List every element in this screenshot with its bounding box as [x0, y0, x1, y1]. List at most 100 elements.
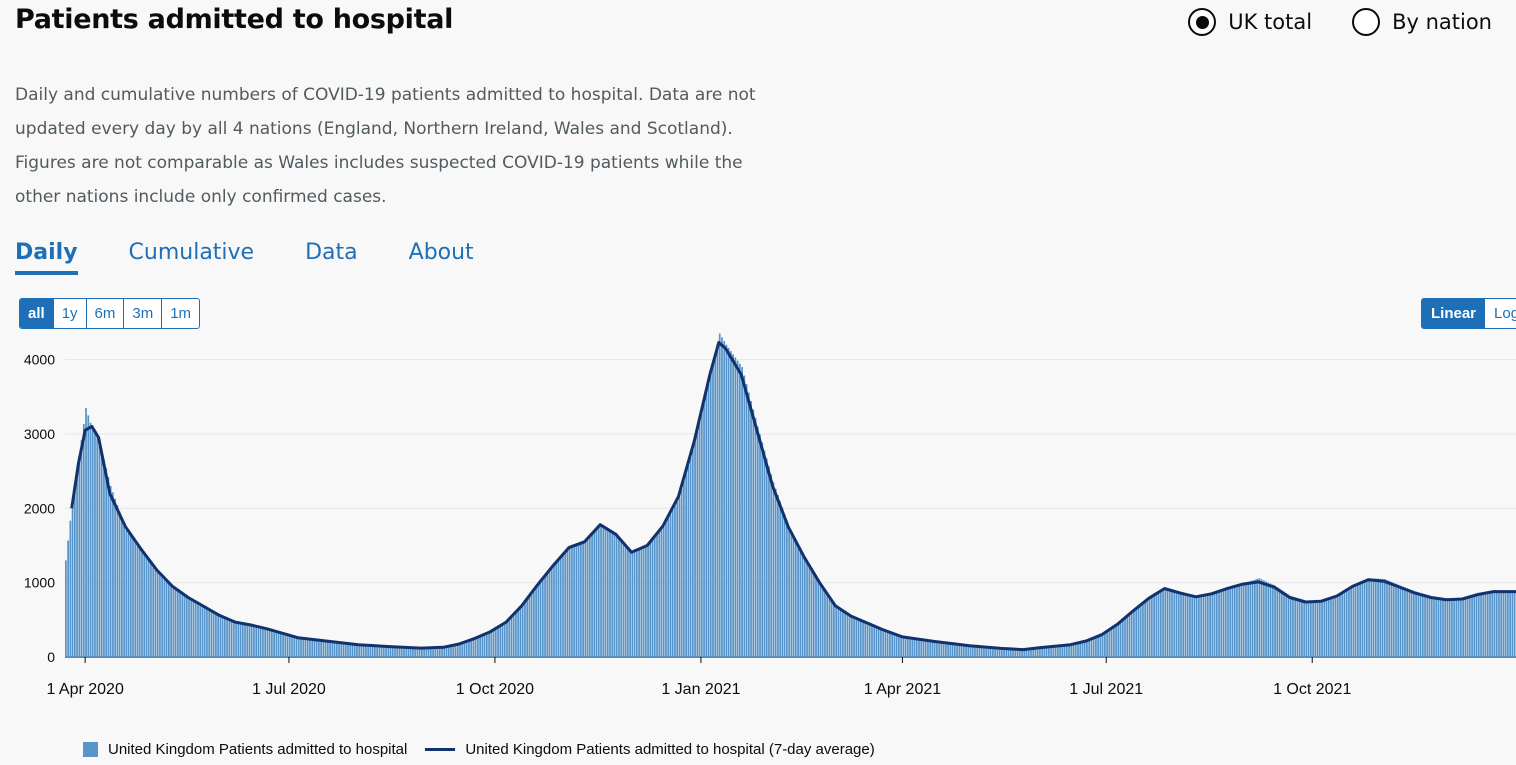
daily-admissions-bar: [266, 628, 269, 657]
daily-admissions-bar: [1426, 594, 1429, 657]
daily-admissions-bar: [112, 492, 114, 657]
daily-admissions-bar: [398, 646, 401, 657]
daily-admissions-bar: [176, 589, 179, 657]
daily-admissions-bar: [922, 639, 925, 657]
daily-admissions-bar: [360, 645, 363, 657]
daily-admissions-bar: [1198, 595, 1200, 657]
daily-admissions-bar: [627, 546, 629, 657]
radio-uk-total-label: UK total: [1228, 10, 1313, 34]
daily-admissions-bar: [181, 593, 184, 657]
daily-admissions-bar: [1399, 585, 1402, 657]
scale-linear-button[interactable]: Linear: [1422, 299, 1486, 328]
daily-admissions-bar: [481, 634, 484, 657]
daily-admissions-bar: [1448, 598, 1451, 657]
daily-admissions-bar: [824, 589, 826, 657]
range-all-button[interactable]: all: [20, 299, 53, 328]
time-range-selector: all 1y 6m 3m 1m: [19, 298, 201, 329]
daily-admissions-bar: [940, 642, 943, 657]
daily-admissions-bar: [421, 647, 423, 657]
radio-by-nation[interactable]: By nation: [1352, 8, 1492, 36]
daily-admissions-bar: [1486, 591, 1489, 657]
daily-admissions-bar: [580, 541, 582, 657]
daily-admissions-bar: [1318, 600, 1321, 657]
daily-admissions-bar: [765, 458, 768, 657]
daily-admissions-bar: [87, 415, 90, 657]
daily-admissions-bar: [1021, 649, 1023, 657]
daily-admissions-bar: [1200, 595, 1203, 657]
daily-admissions-bar: [1475, 593, 1478, 657]
daily-admissions-bar: [320, 640, 323, 657]
daily-admissions-bar: [671, 509, 674, 657]
daily-admissions-bar: [1148, 597, 1151, 657]
daily-admissions-bar: [1068, 644, 1070, 657]
daily-admissions-bar: [1363, 580, 1366, 657]
scale-selector: Linear Log: [1421, 298, 1516, 329]
range-3m-button[interactable]: 3m: [123, 299, 161, 328]
daily-admissions-bar: [262, 627, 264, 657]
tab-cumulative[interactable]: Cumulative: [128, 240, 255, 265]
daily-admissions-bar: [1410, 589, 1413, 657]
daily-admissions-bar: [1128, 614, 1131, 657]
daily-admissions-bar: [284, 633, 287, 657]
daily-admissions-bar: [1142, 603, 1144, 657]
daily-admissions-bar: [1374, 578, 1377, 657]
daily-admissions-bar: [1428, 595, 1431, 657]
daily-admissions-bar: [297, 637, 300, 657]
daily-admissions-bar: [938, 641, 941, 657]
daily-admissions-bar: [635, 549, 638, 657]
daily-admissions-bar: [73, 486, 76, 657]
daily-admissions-bar: [1370, 578, 1373, 657]
daily-admissions-bar: [1421, 593, 1424, 657]
daily-admissions-bar: [936, 641, 938, 657]
daily-admissions-bar: [613, 532, 616, 657]
daily-admissions-bar: [709, 374, 712, 657]
tab-data[interactable]: Data: [305, 240, 358, 265]
daily-admissions-bar: [1260, 579, 1263, 657]
daily-admissions-bar: [853, 616, 855, 657]
daily-admissions-bar: [477, 636, 479, 657]
daily-admissions-bar: [723, 341, 726, 657]
daily-admissions-bar: [597, 526, 600, 657]
daily-admissions-bar: [394, 646, 396, 657]
scale-log-button[interactable]: Log: [1494, 305, 1516, 322]
daily-admissions-bar: [1151, 596, 1153, 657]
daily-admissions-bar: [1227, 587, 1229, 657]
legend-item-bars[interactable]: United Kingdom Patients admitted to hosp…: [83, 741, 407, 758]
daily-admissions-bar: [385, 646, 387, 657]
tab-about[interactable]: About: [408, 240, 474, 265]
daily-admissions-bar: [600, 524, 602, 657]
daily-admissions-bar: [183, 595, 186, 657]
daily-admissions-bar: [803, 556, 806, 657]
daily-admissions-bar: [738, 363, 741, 657]
daily-admissions-bar: [1352, 585, 1355, 657]
radio-uk-total[interactable]: UK total: [1188, 8, 1312, 36]
range-6m-button[interactable]: 6m: [85, 299, 124, 328]
daily-admissions-bar: [781, 507, 784, 657]
daily-admissions-bar: [152, 565, 155, 657]
daily-admissions-bar: [1321, 600, 1323, 657]
daily-admissions-bar: [259, 627, 262, 657]
radio-by-nation-label: By nation: [1392, 10, 1492, 34]
daily-admissions-bar: [962, 645, 965, 657]
daily-admissions-bar: [1137, 607, 1140, 657]
legend-item-line[interactable]: United Kingdom Patients admitted to hosp…: [425, 741, 875, 758]
daily-admissions-bar: [1287, 594, 1290, 657]
range-1y-button[interactable]: 1y: [52, 299, 86, 328]
x-tick-label: 1 Jul 2020: [252, 681, 326, 698]
daily-admissions-bar: [268, 629, 271, 657]
range-1m-button[interactable]: 1m: [161, 299, 199, 328]
daily-admissions-bar: [541, 578, 544, 657]
daily-admissions-bar: [1464, 597, 1467, 657]
daily-admissions-bar: [676, 501, 679, 657]
daily-admissions-bar: [179, 591, 181, 657]
daily-admissions-bar: [1442, 597, 1444, 657]
tab-daily[interactable]: Daily: [15, 240, 78, 275]
daily-admissions-bar: [228, 618, 231, 657]
daily-admissions-bar: [412, 647, 414, 657]
daily-admissions-bar: [931, 641, 934, 657]
daily-admissions-bar: [485, 632, 488, 657]
daily-admissions-bar: [503, 622, 506, 657]
daily-admissions-bar: [667, 518, 670, 657]
daily-admissions-bar: [123, 524, 125, 657]
daily-admissions-bar: [1388, 580, 1391, 657]
